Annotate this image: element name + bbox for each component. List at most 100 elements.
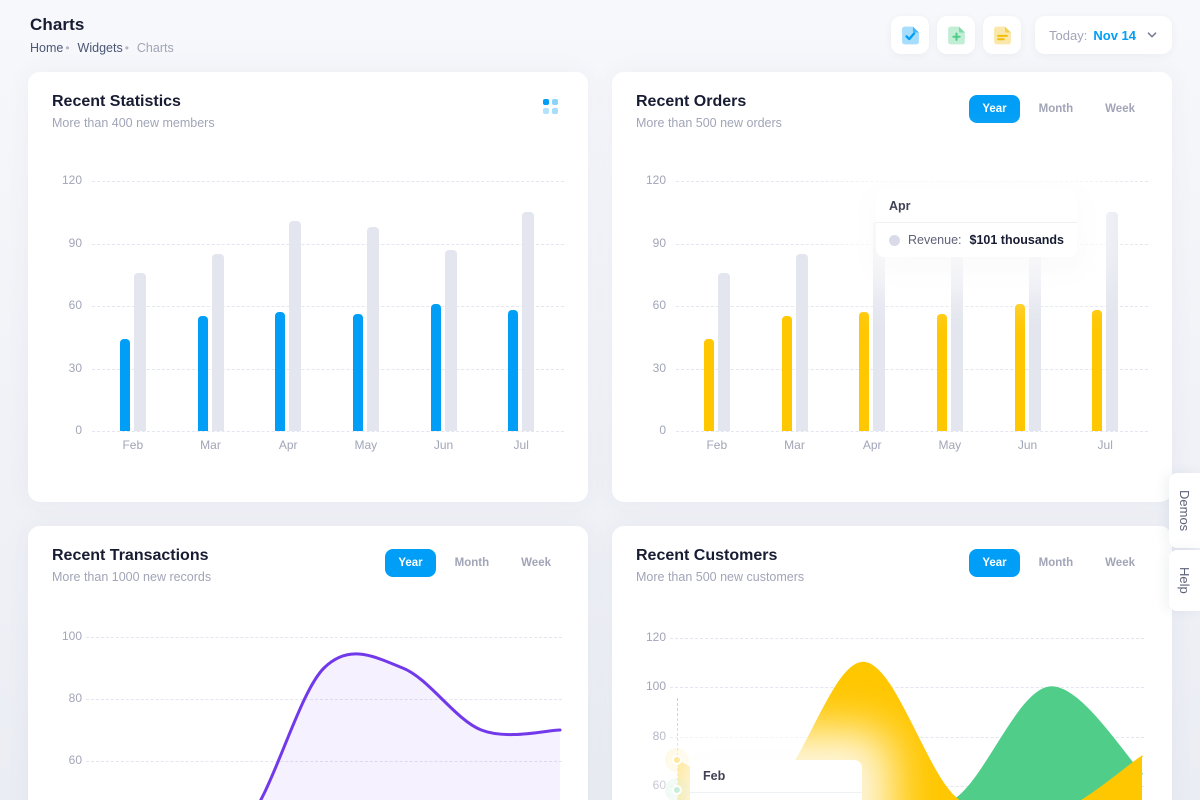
bar-may-muted[interactable] (950, 226, 963, 431)
chart-crosshair (677, 698, 678, 800)
x-axis-label: Jun (433, 438, 454, 452)
page-heading-block: Charts Home • Widgets • Charts (30, 15, 174, 55)
chart-tooltip: Apr Revenue: $101 thousands (876, 190, 1077, 257)
x-axis-label: May (938, 438, 962, 452)
demos-side-tab[interactable]: Demos (1169, 473, 1200, 549)
card-subtitle: More than 500 new orders (636, 116, 782, 130)
doc-add-button[interactable] (937, 16, 976, 54)
tab-year[interactable]: Year (969, 95, 1020, 123)
bar-feb-muted[interactable] (717, 272, 730, 431)
x-axis-label: Jul (1097, 438, 1113, 452)
card-subtitle: More than 1000 new records (52, 570, 212, 584)
doc-lines-icon (993, 26, 1011, 44)
x-axis-label: Jul (513, 438, 529, 452)
doc-check-icon (901, 26, 919, 44)
gridline (670, 687, 1144, 689)
bar-jun-main[interactable] (1014, 303, 1025, 431)
gridline (670, 637, 1144, 639)
bar-mar-main[interactable] (197, 316, 208, 431)
bar-mar-main[interactable] (781, 316, 792, 431)
gridline (676, 368, 1148, 370)
tab-year[interactable]: Year (969, 549, 1020, 577)
y-axis-tick: 0 (75, 423, 82, 437)
bar-chart-orders: 0 30 60 90 120 Feb Mar Apr May Jun Jul (612, 72, 1172, 502)
y-axis-tick: 80 (652, 728, 666, 743)
y-axis-tick: 100 (61, 629, 82, 643)
card-header: Recent Orders More than 500 new orders Y… (612, 72, 1172, 130)
bar-feb-main[interactable] (119, 339, 130, 431)
tab-month[interactable]: Month (442, 549, 502, 577)
breadcrumb-item-charts[interactable]: Charts (136, 41, 174, 55)
x-axis-label: Apr (278, 438, 298, 452)
tab-week[interactable]: Week (508, 549, 564, 577)
x-axis-label: Apr (862, 438, 882, 452)
date-dropdown[interactable]: Today: Nov 14 (1035, 16, 1172, 54)
area-line-series-0 (258, 652, 562, 800)
card-header: Recent Customers More than 500 new custo… (612, 526, 1172, 584)
period-tabs: Year Month Week (969, 95, 1148, 123)
tooltip-series-marker (889, 234, 900, 246)
period-tabs: Year Month Week (385, 549, 564, 577)
bar-jun-muted[interactable] (1028, 249, 1041, 432)
x-axis-label: Mar (784, 438, 805, 452)
y-axis-tick: 60 (68, 753, 82, 767)
breadcrumb-item-home[interactable]: Home (30, 41, 64, 55)
bar-jun-muted[interactable] (444, 249, 457, 432)
area-series-svg[interactable] (28, 526, 588, 800)
x-axis-label: Feb (122, 438, 144, 452)
doc-check-button[interactable] (891, 16, 930, 54)
help-side-tab[interactable]: Help (1169, 550, 1200, 611)
card-recent-statistics: Recent Statistics More than 400 new memb… (28, 72, 588, 502)
bar-may-main[interactable] (936, 314, 947, 431)
bar-apr-main[interactable] (275, 312, 286, 432)
breadcrumb-separator: • (65, 41, 70, 55)
card-header: Recent Transactions More than 1000 new r… (28, 526, 588, 584)
y-axis-tick: 90 (652, 235, 666, 250)
breadcrumb: Home • Widgets • Charts (30, 41, 174, 55)
tab-year[interactable]: Year (385, 549, 436, 577)
bar-jul-main[interactable] (1092, 310, 1103, 431)
bar-apr-muted[interactable] (289, 220, 302, 431)
tab-week[interactable]: Week (1092, 95, 1148, 123)
card-menu-dots-icon[interactable] (543, 99, 558, 114)
bar-apr-main[interactable] (859, 312, 870, 432)
x-axis-label: Jun (1017, 438, 1038, 452)
gridline (92, 368, 564, 370)
bar-feb-muted[interactable] (133, 272, 146, 431)
date-dropdown-label: Today: (1049, 27, 1088, 43)
gridline (92, 243, 564, 245)
breadcrumb-item-widgets[interactable]: Widgets (77, 41, 123, 55)
card-recent-orders: Recent Orders More than 500 new orders Y… (612, 72, 1172, 502)
doc-lines-button[interactable] (983, 16, 1022, 54)
bar-may-main[interactable] (352, 314, 363, 431)
bar-may-muted[interactable] (366, 226, 379, 431)
tooltip-category: Apr (876, 190, 1077, 223)
bar-jul-muted[interactable] (522, 212, 535, 431)
y-axis-tick: 80 (68, 691, 82, 705)
card-title: Recent Transactions (52, 547, 209, 564)
bar-mar-muted[interactable] (795, 253, 808, 431)
y-axis-tick: 120 (645, 173, 666, 187)
bar-jul-main[interactable] (508, 310, 519, 431)
gridline (676, 306, 1148, 307)
breadcrumb-separator: • (124, 41, 129, 55)
chevron-down-icon (1147, 32, 1157, 38)
card-heading: Recent Orders More than 500 new orders (636, 93, 782, 130)
card-subtitle: More than 500 new customers (636, 570, 805, 584)
bar-apr-muted[interactable] (873, 220, 886, 431)
tab-week[interactable]: Week (1092, 549, 1148, 577)
y-axis-tick: 120 (61, 173, 82, 187)
bar-jul-muted[interactable] (1106, 212, 1119, 431)
tab-month[interactable]: Month (1026, 95, 1086, 123)
date-dropdown-value: Nov 14 (1093, 27, 1136, 43)
tab-month[interactable]: Month (1026, 549, 1086, 577)
gridline (92, 181, 564, 182)
bar-jun-main[interactable] (430, 303, 441, 431)
area-line-series-0 (677, 686, 1143, 800)
bar-mar-muted[interactable] (211, 253, 224, 431)
bar-feb-main[interactable] (703, 339, 714, 431)
x-axis-label: Feb (706, 438, 728, 452)
x-axis-label: May (354, 438, 378, 452)
series-point-marker-green (672, 785, 682, 795)
card-recent-transactions: Recent Transactions More than 1000 new r… (28, 526, 588, 800)
